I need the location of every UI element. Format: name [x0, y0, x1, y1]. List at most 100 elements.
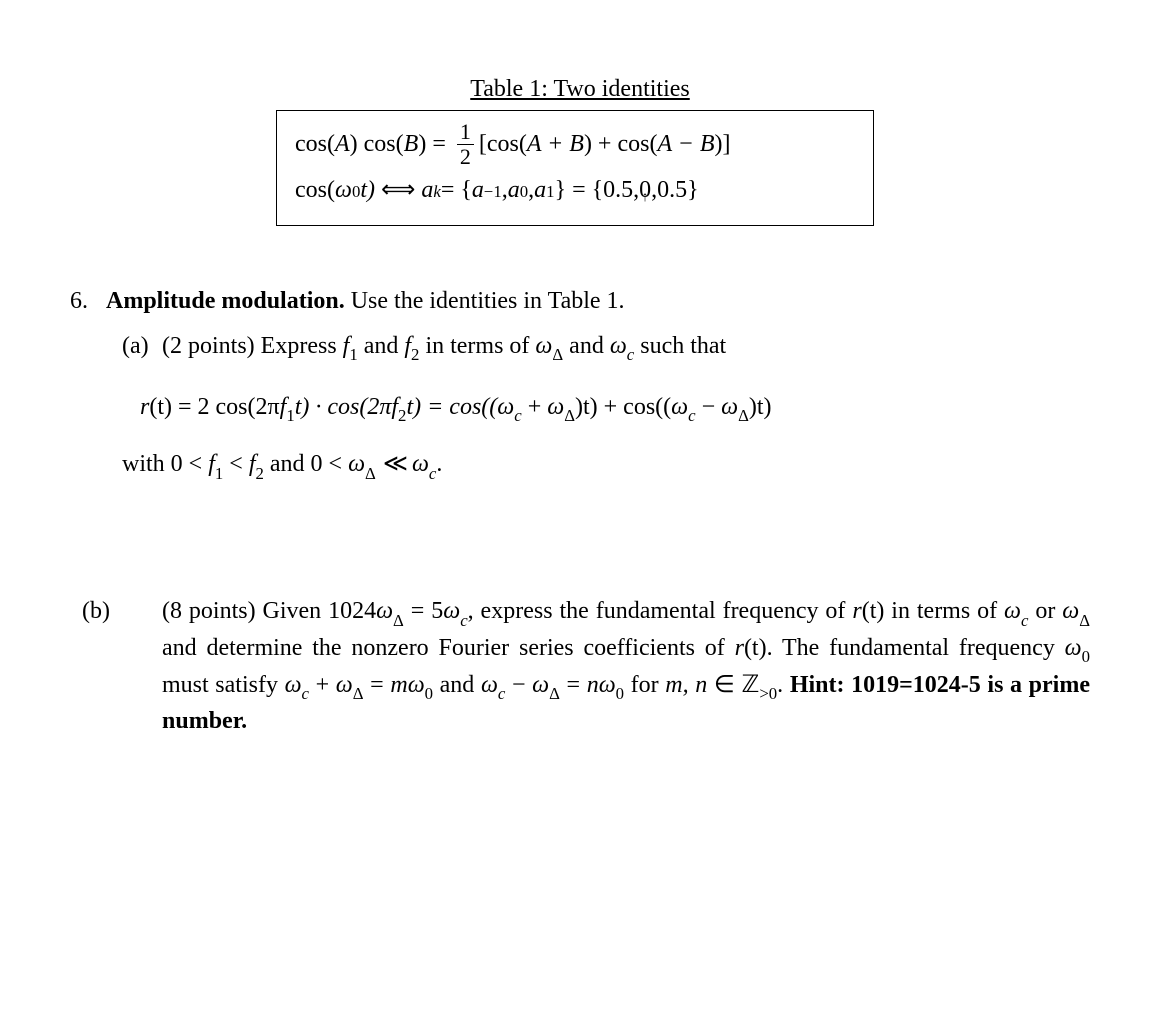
text: t) = cos(( [406, 394, 497, 420]
minus: − [505, 672, 532, 698]
r: r [735, 635, 744, 661]
problem-number: 6. [70, 284, 106, 319]
omega-delta: ω [532, 672, 549, 698]
sub-1: 1 [546, 179, 554, 204]
problem-title: Amplitude modulation. [106, 288, 345, 314]
sub-k: k [433, 182, 440, 201]
sub-c: c [460, 611, 467, 630]
sub-1: 1 [286, 406, 294, 425]
omega-c: ω [497, 394, 514, 420]
equals: = [432, 126, 446, 162]
text: Given 1024 [256, 598, 377, 624]
sub-delta: Δ [738, 406, 749, 425]
omega-c: ω [412, 451, 429, 477]
sub-delta: Δ [353, 684, 364, 703]
text: and [563, 333, 610, 359]
sub-c: c [429, 464, 436, 483]
a: a [534, 172, 546, 208]
omega-delta: ω [535, 333, 552, 359]
a: a [472, 172, 484, 208]
plus: + [309, 672, 336, 698]
text: [cos( [479, 126, 527, 162]
text: cos( [295, 126, 335, 162]
fraction-half: 12 [457, 121, 474, 168]
text: and determine the nonzero Fourier series… [162, 635, 735, 661]
in: ∈ [707, 672, 741, 698]
omega-delta: ω [348, 451, 365, 477]
omega: ω [335, 172, 352, 208]
text: Express [255, 333, 343, 359]
text: )] [715, 126, 731, 162]
r: r [140, 394, 149, 420]
sub-0: 0 [616, 684, 624, 703]
omega-c: ω [671, 394, 688, 420]
sub-2: 2 [255, 464, 263, 483]
text: in terms of [884, 598, 1004, 624]
m: m [390, 672, 407, 698]
sub-c: c [302, 684, 309, 703]
sub-delta: Δ [552, 345, 563, 364]
text: such that [634, 333, 726, 359]
part-label: (a) [122, 329, 162, 364]
lt: < [223, 451, 249, 477]
up-arrow-icon: ↑ [642, 187, 649, 208]
text: } = { [555, 172, 604, 208]
r: r [852, 598, 861, 624]
sub-c: c [627, 345, 634, 364]
plus: + [522, 394, 548, 420]
dot: . [436, 451, 442, 477]
part-b: (b)(8 points) Given 1024ωΔ = 5ωc, expres… [122, 594, 1090, 738]
a: a [421, 172, 433, 208]
denominator: 2 [457, 145, 474, 168]
sub-delta: Δ [564, 406, 575, 425]
omega-0: ω [599, 672, 616, 698]
text: . The fundamental frequency [767, 635, 1065, 661]
text: t) · cos(2π [295, 394, 392, 420]
var-B: B [404, 126, 419, 162]
sub-m1: −1 [484, 179, 502, 204]
problem-6: 6.Amplitude modulation. Use the identiti… [70, 284, 1090, 738]
sub-c: c [514, 406, 521, 425]
text: (t) [744, 635, 767, 661]
sub-delta: Δ [549, 684, 560, 703]
val: 0.5 [603, 172, 633, 208]
text: or [1028, 598, 1062, 624]
part-a-constraint: with 0 < f1 < f2 and 0 < ωΔ ≪ ωc. [122, 447, 1090, 484]
minus: − [696, 394, 722, 420]
part-label: (b) [122, 594, 162, 628]
sub-2: 2 [398, 406, 406, 425]
sub-0: 0 [520, 179, 528, 204]
identities-table: cos(A) cos(B) = 12 [cos(A + B) + cos(A −… [276, 110, 874, 226]
integers: ℤ [741, 672, 759, 698]
omega-delta: ω [547, 394, 564, 420]
mn: m, n [665, 672, 707, 698]
omega-delta: ω [721, 394, 738, 420]
text: and [358, 333, 405, 359]
a: a [508, 172, 520, 208]
identity-2: cos(ω0t) ⟺ ak = {a−1, a0, a1} = {0.5, 0↑… [295, 167, 855, 213]
omega-0: ω [408, 672, 425, 698]
text: must satisfy [162, 672, 285, 698]
sub-c: c [498, 684, 505, 703]
annotated-zero: 0↑ [639, 172, 651, 208]
omega-delta: ω [336, 672, 353, 698]
problem-header: 6.Amplitude modulation. Use the identiti… [70, 284, 1090, 319]
text: with 0 < [122, 451, 208, 477]
text: (t) [862, 598, 885, 624]
much-less: ≪ [380, 451, 408, 477]
text: and 0 < [264, 451, 348, 477]
sub-2: 2 [411, 345, 419, 364]
sub-gt0: >0 [759, 684, 777, 703]
text: , express the fundamental frequency of [468, 598, 853, 624]
text: for [624, 672, 665, 698]
hint-label: Hint: [790, 672, 845, 698]
points: (8 points) [162, 598, 256, 624]
text: ) + cos( [584, 126, 658, 162]
sub-0: 0 [425, 684, 433, 703]
text: } [687, 172, 699, 208]
omega-delta: ω [376, 598, 393, 624]
text: = { [441, 172, 472, 208]
display-equation-a: r(t) = 2 cos(2πf1t) · cos(2πf2t) = cos((… [140, 390, 1090, 427]
a-plus-b: A + B [527, 126, 584, 162]
points: (2 points) [162, 333, 255, 359]
